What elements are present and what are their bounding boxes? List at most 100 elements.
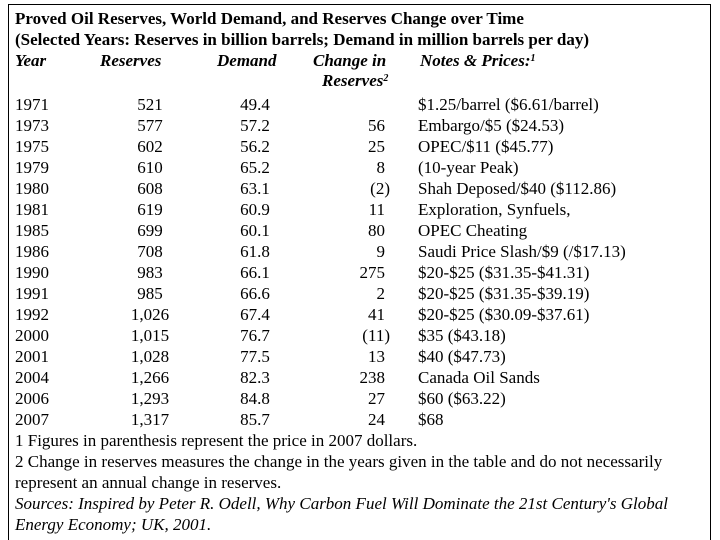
- cell-year: 1991: [15, 284, 49, 303]
- cell-demand: 67.4: [240, 305, 270, 324]
- footnote-2: 2 Change in reserves measures the change…: [15, 452, 663, 492]
- cell-year: 1980: [15, 179, 49, 198]
- sources-note: Sources: Inspired by Peter R. Odell, Why…: [15, 494, 668, 534]
- cell-reserves: 983: [137, 263, 163, 282]
- cell-reserves: 708: [137, 242, 163, 261]
- cell-note: $20-$25 ($31.35-$41.31): [418, 263, 590, 282]
- cell-year: 2007: [15, 410, 49, 429]
- footnotes: 1 Figures in parenthesis represent the p…: [15, 430, 705, 535]
- table-row: 1986 708 61.8 9 Saudi Price Slash/$9 (/$17.1…: [0, 241, 720, 262]
- footnote-1: 1 Figures in parenthesis represent the p…: [15, 431, 418, 450]
- cell-year: 2001: [15, 347, 49, 366]
- cell-year: 2006: [15, 389, 49, 408]
- cell-note: $60 ($63.22): [418, 389, 506, 408]
- cell-demand: 60.1: [240, 221, 270, 240]
- table-body: 1971 521 49.4 $1.25/barrel ($6.61/barrel) 19…: [0, 94, 720, 430]
- cell-year: 1986: [15, 242, 49, 261]
- table-row: 1979 610 65.2 8 (10-year Peak): [0, 157, 720, 178]
- cell-note: Canada Oil Sands: [418, 368, 540, 387]
- table-row: 2006 1,293 84.8 27 $60 ($63.22): [0, 388, 720, 409]
- cell-note: (10-year Peak): [418, 158, 519, 177]
- cell-demand: 63.1: [240, 179, 270, 198]
- table-row: 2004 1,266 82.3 238 Canada Oil Sands: [0, 367, 720, 388]
- header-change-line-2: Reserves2: [322, 71, 388, 91]
- cell-year: 1971: [15, 95, 49, 114]
- cell-demand: 60.9: [240, 200, 270, 219]
- cell-note: Embargo/$5 ($24.53): [418, 116, 565, 135]
- cell-change: 13: [368, 347, 385, 366]
- table-row: 1971 521 49.4 $1.25/barrel ($6.61/barrel): [0, 94, 720, 115]
- cell-note: $40 ($47.73): [418, 347, 506, 366]
- header-demand: Demand: [217, 51, 277, 70]
- table-row: 1975 602 56.2 25 OPEC/$11 ($45.77): [0, 136, 720, 157]
- cell-demand: 49.4: [240, 95, 270, 114]
- title-line-2: (Selected Years: Reserves in billion bar…: [15, 30, 590, 49]
- cell-year: 1992: [15, 305, 49, 324]
- table-row: 1981 619 60.9 11 Exploration, Synfuels,: [0, 199, 720, 220]
- cell-demand: 61.8: [240, 242, 270, 261]
- cell-demand: 76.7: [240, 326, 270, 345]
- cell-demand: 66.1: [240, 263, 270, 282]
- cell-change: (2): [370, 179, 390, 198]
- cell-reserves: 602: [137, 137, 163, 156]
- cell-reserves: 521: [137, 95, 163, 114]
- cell-change: 41: [368, 305, 385, 324]
- cell-year: 2004: [15, 368, 49, 387]
- cell-reserves: 577: [137, 116, 163, 135]
- cell-note: $20-$25 ($30.09-$37.61): [418, 305, 590, 324]
- cell-demand: 56.2: [240, 137, 270, 156]
- cell-change: 24: [368, 410, 385, 429]
- cell-demand: 65.2: [240, 158, 270, 177]
- title-line-1: Proved Oil Reserves, World Demand, and R…: [15, 9, 524, 28]
- cell-note: Saudi Price Slash/$9 (/$17.13): [418, 242, 626, 261]
- cell-year: 1990: [15, 263, 49, 282]
- header-notes: Notes & Prices:1: [420, 51, 535, 71]
- table-border: [8, 4, 711, 540]
- cell-change: 11: [368, 200, 385, 219]
- cell-year: 1975: [15, 137, 49, 156]
- header-change-footnote-mark: 2: [383, 73, 389, 84]
- cell-note: $68: [418, 410, 444, 429]
- cell-note: $35 ($43.18): [418, 326, 506, 345]
- cell-reserves: 608: [137, 179, 163, 198]
- table-row: 2001 1,028 77.5 13 $40 ($47.73): [0, 346, 720, 367]
- cell-year: 1981: [15, 200, 49, 219]
- cell-change: 2: [376, 284, 386, 303]
- header-notes-label: Notes & Prices:: [420, 51, 531, 70]
- cell-change: 56: [368, 116, 385, 135]
- table-row: 1985 699 60.1 80 OPEC Cheating: [0, 220, 720, 241]
- cell-change: 25: [368, 137, 385, 156]
- cell-reserves: 985: [137, 284, 163, 303]
- cell-year: 1985: [15, 221, 49, 240]
- table-row: 1980 608 63.1 (2) Shah Deposed/$40 ($112.86): [0, 178, 720, 199]
- header-reserves: Reserves: [100, 51, 162, 70]
- cell-note: $1.25/barrel ($6.61/barrel): [418, 95, 599, 114]
- cell-note: $20-$25 ($31.35-$39.19): [418, 284, 590, 303]
- cell-demand: 57.2: [240, 116, 270, 135]
- cell-note: Shah Deposed/$40 ($112.86): [418, 179, 617, 198]
- cell-reserves: 1,266: [130, 368, 170, 387]
- cell-demand: 82.3: [240, 368, 270, 387]
- cell-reserves: 1,028: [130, 347, 170, 366]
- header-change-line-1: Change in: [313, 51, 387, 70]
- cell-year: 1973: [15, 116, 49, 135]
- table-row: 2007 1,317 85.7 24 $68: [0, 409, 720, 430]
- table-row: 1973 577 57.2 56 Embargo/$5 ($24.53): [0, 115, 720, 136]
- table-row: 1990 983 66.1 275 $20-$25 ($31.35-$41.31): [0, 262, 720, 283]
- cell-note: Exploration, Synfuels,: [418, 200, 571, 219]
- cell-reserves: 699: [137, 221, 163, 240]
- cell-reserves: 610: [137, 158, 163, 177]
- cell-year: 1979: [15, 158, 49, 177]
- cell-demand: 84.8: [240, 389, 270, 408]
- cell-change: 9: [376, 242, 386, 261]
- table-row: 1992 1,026 67.4 41 $20-$25 ($30.09-$37.61): [0, 304, 720, 325]
- table-title: Proved Oil Reserves, World Demand, and R…: [15, 8, 589, 50]
- header-year: Year: [15, 51, 47, 70]
- cell-reserves: 619: [137, 200, 163, 219]
- cell-change: (11): [362, 326, 390, 345]
- cell-year: 2000: [15, 326, 49, 345]
- cell-note: OPEC/$11 ($45.77): [418, 137, 554, 156]
- cell-demand: 66.6: [240, 284, 270, 303]
- cell-change: 27: [368, 389, 385, 408]
